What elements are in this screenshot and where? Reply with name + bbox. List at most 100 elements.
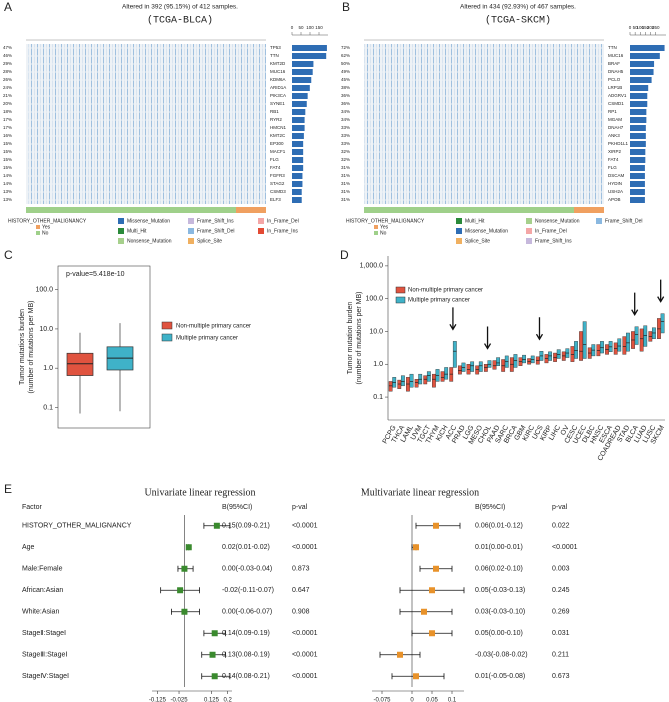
- percent-label: 18%: [3, 109, 12, 114]
- box: [409, 373, 414, 388]
- gene-label: FGFR3: [270, 173, 285, 178]
- gene-label: EP300: [270, 141, 284, 146]
- y-axis-label: Tumor mutation burden: [347, 302, 354, 375]
- y-tick-label: 100.0: [35, 286, 53, 293]
- box: [596, 344, 601, 357]
- p-value: <0.0001: [292, 544, 318, 551]
- legend-swatch: [374, 231, 378, 235]
- p-value: <0.0001: [292, 673, 318, 680]
- percent-label: 13%: [3, 197, 12, 202]
- point: [185, 544, 192, 551]
- percent-label: 33%: [341, 141, 350, 146]
- point: [211, 630, 218, 637]
- box: [423, 375, 428, 385]
- bar: [292, 77, 312, 83]
- percent-label: 50%: [341, 61, 350, 66]
- legend-swatch: [526, 238, 532, 244]
- gene-label: USH2A: [608, 189, 623, 194]
- box: [414, 379, 419, 388]
- p-value: <0.0001: [292, 652, 318, 659]
- gene-label: KDM6A: [270, 77, 286, 82]
- legend-label: Multiple primary cancer: [408, 298, 470, 304]
- gene-label: RB1: [270, 109, 279, 114]
- column-header: p-val: [552, 504, 568, 511]
- percent-label: 38%: [341, 85, 350, 90]
- panel-label: C: [4, 248, 13, 262]
- gene-label: APOB: [608, 197, 621, 202]
- bar: [630, 109, 647, 115]
- point: [413, 673, 419, 680]
- gene-label: CSMD1: [608, 101, 624, 106]
- legend-swatch: [161, 321, 173, 330]
- box: [600, 341, 604, 354]
- x-tick-label: 200: [647, 25, 655, 30]
- x-tick-label: 250: [652, 25, 660, 30]
- x-tick-label: 0.125: [204, 698, 220, 702]
- legend-label: In_Frame_Ins: [267, 228, 298, 234]
- percent-label: 17%: [3, 125, 12, 130]
- bar: [630, 173, 645, 179]
- percent-label: 15%: [3, 141, 12, 146]
- panel-label: A: [4, 0, 12, 14]
- legend-label: Frame_Shift_Del: [197, 228, 235, 234]
- legend-swatch: [395, 286, 406, 294]
- x-tick-label: 100: [306, 25, 314, 30]
- legend-swatch: [258, 228, 264, 234]
- box: [483, 364, 488, 372]
- p-value: 0.673: [552, 673, 570, 680]
- gene-label: KMT2D: [270, 61, 286, 66]
- point: [211, 673, 218, 680]
- gene-label: BRAF: [608, 61, 620, 66]
- bar: [292, 157, 304, 163]
- factor-label: StageⅢ:StageⅠ: [22, 652, 67, 659]
- legend-title: HISTORY_OTHER_MALIGNANCY: [8, 218, 87, 224]
- estimate-label: 0.00(-0.06-0.07): [222, 609, 272, 616]
- bar: [630, 125, 646, 131]
- column-header: p-val: [292, 504, 308, 511]
- gene-label: LRP1B: [608, 85, 622, 90]
- point: [209, 651, 216, 658]
- legend-label: Multi_Hit: [127, 228, 147, 234]
- gene-label: CSMD3: [270, 189, 286, 194]
- bar: [630, 133, 646, 139]
- gene-label: HYDIN: [608, 181, 622, 186]
- legend-swatch: [456, 228, 462, 234]
- point: [213, 522, 220, 529]
- box: [496, 357, 501, 366]
- y-tick-label: 1,000.0: [360, 263, 383, 270]
- box: [522, 354, 526, 364]
- gene-label: RYR2: [270, 117, 282, 122]
- section-title: Multivariate linear regression: [361, 487, 479, 498]
- bar: [292, 141, 304, 147]
- x-tick-label: -0.125: [149, 698, 167, 702]
- percent-label: 21%: [3, 93, 12, 98]
- factor-label: Male:Female: [22, 566, 63, 573]
- legend-label: Frame_Shift_Ins: [535, 238, 572, 244]
- box: [492, 360, 497, 370]
- bar: [292, 133, 304, 139]
- legend-swatch: [36, 225, 40, 229]
- legend-swatch: [161, 333, 173, 342]
- percent-label: 31%: [341, 173, 350, 178]
- legend-label: Nonsense_Mutation: [535, 218, 580, 224]
- p-value: 0.031: [552, 630, 570, 637]
- box: [574, 341, 578, 359]
- box: [582, 321, 587, 359]
- legend-label: Yes: [42, 224, 51, 230]
- p-value: 0.269: [552, 609, 570, 616]
- arrow: [631, 292, 639, 316]
- mutation-matrix: [364, 44, 604, 204]
- estimate-label: 0.14(0.08-0.21): [222, 673, 270, 680]
- legend-swatch: [118, 218, 124, 224]
- chart-subtitle: (TCGA-BLCA): [147, 15, 213, 27]
- legend-swatch: [118, 228, 124, 234]
- x-tick-label: 150: [642, 25, 650, 30]
- gene-label: XIRP2: [608, 149, 622, 154]
- point: [433, 565, 439, 572]
- point: [397, 651, 403, 658]
- box: [432, 373, 436, 388]
- box: [470, 361, 475, 372]
- column-header: B(95%CI): [222, 504, 252, 511]
- gene-label: ARID1A: [270, 85, 286, 90]
